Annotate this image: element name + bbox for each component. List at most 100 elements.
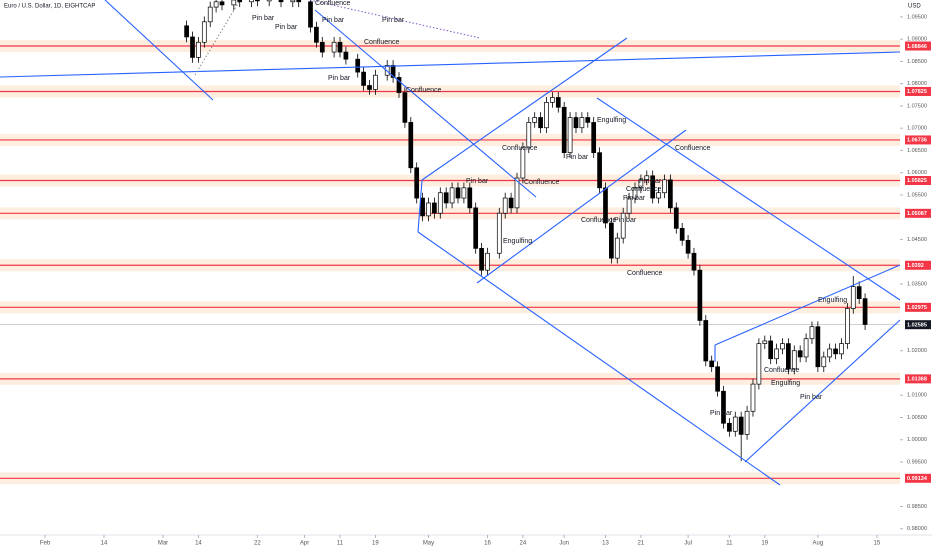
candle-body — [626, 197, 632, 214]
annotation: Pin bar — [639, 178, 662, 185]
level-tag — [905, 302, 931, 312]
candle-body — [237, 0, 243, 3]
candle-body — [744, 410, 750, 435]
level-tag — [905, 135, 931, 145]
candle-body — [579, 117, 585, 129]
candle-body — [426, 202, 431, 217]
y-tick-label: 1.07500 — [907, 103, 927, 109]
annotation: Confluence — [627, 270, 663, 277]
annotation: Pin bar — [328, 75, 351, 82]
dotted-line — [194, 0, 241, 76]
level-label: 1.07825 — [907, 89, 927, 95]
level-label: 0.99134 — [907, 476, 928, 482]
candle-body — [361, 71, 366, 86]
trendline — [314, 9, 537, 198]
candle-body — [620, 212, 626, 239]
candle-body — [709, 360, 715, 368]
candle-body — [750, 383, 756, 412]
candle-body — [337, 41, 343, 53]
candle-body — [756, 343, 762, 385]
candle-body — [266, 0, 272, 2]
dotted-line — [309, 0, 481, 39]
candle-body — [603, 187, 608, 224]
candle-body — [797, 350, 803, 358]
candle-body — [384, 65, 390, 76]
x-tick-label: 19 — [761, 541, 768, 547]
level-tag — [905, 86, 931, 96]
level-label: 1.0392 — [907, 263, 924, 269]
candle-body — [809, 326, 815, 340]
candle-body — [278, 0, 284, 3]
candle-body — [786, 343, 791, 370]
candle-body — [573, 117, 579, 129]
candle-body — [408, 122, 414, 169]
trendline — [596, 97, 901, 301]
annotation: Engulfing — [771, 380, 800, 387]
annotation: Pin bar — [322, 17, 345, 24]
y-tick-label: 1.05500 — [907, 192, 927, 198]
level-label: 1.08846 — [907, 44, 927, 50]
candle-body — [449, 187, 455, 204]
candle-body — [856, 286, 862, 300]
candle-body — [473, 207, 479, 249]
x-tick-label: 11 — [337, 541, 344, 547]
currency-label: USD — [908, 4, 921, 10]
candle-body — [632, 187, 638, 199]
candle-body — [184, 25, 189, 38]
y-tick-label: 1.06500 — [907, 148, 927, 154]
candle-body — [768, 340, 774, 360]
candle-body — [721, 390, 726, 424]
candle-body — [479, 248, 484, 271]
candle-body — [496, 212, 502, 254]
candle-body — [314, 26, 319, 43]
candle-body — [467, 187, 473, 209]
annotation: Engulfing — [818, 297, 847, 304]
trendline — [714, 264, 901, 346]
candle-body — [544, 102, 549, 129]
y-tick-label: 1.03500 — [907, 281, 927, 287]
candle-body — [827, 348, 833, 358]
candle-body — [414, 167, 420, 199]
last-price-label: 1.02585 — [907, 322, 927, 328]
y-tick-label: 1.01000 — [907, 393, 927, 399]
level-tag — [905, 260, 931, 270]
annotation: Pin bar — [623, 195, 646, 202]
annotation: Engulfing — [597, 117, 626, 124]
candle-body — [762, 340, 768, 344]
candle-body — [502, 197, 508, 214]
candle-body — [432, 202, 437, 214]
candle-body — [691, 252, 697, 271]
candle-body — [850, 286, 856, 309]
candle-body — [455, 187, 461, 199]
trendline — [0, 51, 901, 78]
x-tick-label: Jul — [684, 541, 692, 547]
candle-body — [839, 343, 844, 355]
y-tick-label: 1.09500 — [907, 14, 927, 20]
candle-body — [685, 239, 691, 254]
candle-body — [207, 6, 213, 23]
candle-body — [196, 41, 201, 58]
candle-body — [727, 422, 732, 432]
candle-body — [609, 222, 614, 259]
x-tick-label: 15 — [874, 541, 881, 547]
y-tick-label: 1.09000 — [907, 37, 927, 43]
candles — [184, 0, 868, 462]
candle-body — [255, 0, 260, 2]
candle-body — [485, 252, 490, 271]
candle-body — [715, 366, 720, 392]
candle-body — [367, 85, 372, 90]
candle-body — [508, 197, 514, 209]
candle-body — [538, 117, 543, 129]
candle-body — [597, 152, 602, 189]
annotation: Confluence — [581, 217, 617, 224]
annotation: Pin bar — [466, 178, 489, 185]
annotation: Pin bar — [710, 410, 733, 417]
candle-body — [738, 416, 744, 435]
annotation: Pin bar — [800, 394, 823, 401]
x-tick-label: Aug — [813, 541, 824, 547]
candle-body — [532, 117, 538, 123]
candle-body — [703, 320, 709, 362]
candle-body — [550, 97, 555, 103]
